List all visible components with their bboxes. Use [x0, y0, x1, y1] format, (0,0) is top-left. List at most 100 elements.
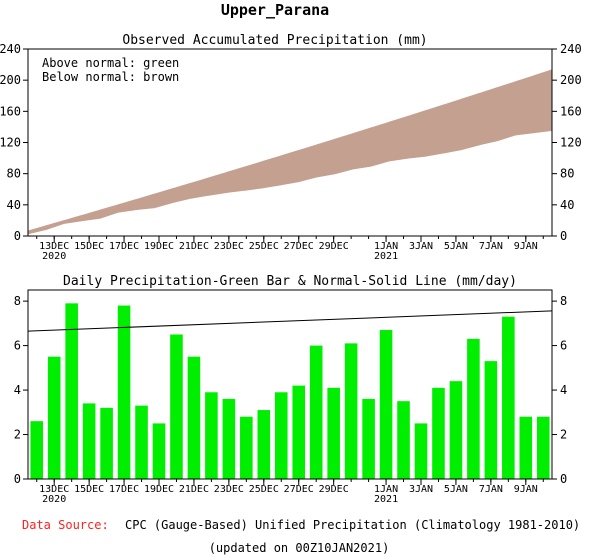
accumulated-band-segment: [63, 214, 83, 224]
daily-xtick-label: 19DEC: [144, 484, 174, 495]
daily-ytick-label-right: 6: [560, 339, 567, 353]
accumulated-ytick-label-left: 0: [14, 229, 21, 243]
daily-xtick-year: 2020: [42, 494, 66, 505]
daily-ytick-label-right: 8: [560, 294, 567, 308]
accumulated-ytick-label-right: 200: [560, 73, 582, 87]
accumulated-band-segment: [461, 92, 481, 151]
accumulated-ytick-label-left: 160: [0, 104, 21, 118]
accumulated-ytick-label-left: 40: [7, 198, 21, 212]
accumulated-xtick-label: 27DEC: [284, 241, 314, 252]
daily-precip-bar: [65, 303, 78, 479]
accumulated-ytick-label-left: 120: [0, 136, 21, 150]
daily-precip-bar: [47, 356, 61, 479]
data-source-label: Data Source:: [22, 518, 109, 532]
accumulated-band-segment: [81, 209, 101, 222]
accumulated-xtick-label: 7JAN: [479, 241, 503, 252]
daily-ytick-label-left: 2: [14, 428, 21, 442]
legend-above-normal: Above normal: green: [42, 56, 179, 70]
daily-xtick-label: 15DEC: [74, 484, 104, 495]
daily-xtick-label: 9JAN: [514, 484, 538, 495]
accumulated-band-segment: [371, 121, 390, 167]
accumulated-band-segment: [407, 110, 426, 159]
accumulated-xtick-label: 29DEC: [319, 241, 349, 252]
daily-precip-bar: [379, 330, 393, 479]
accumulated-plot-frame: [27, 48, 553, 237]
accumulated-ytick-label-left: 200: [0, 73, 21, 87]
accumulated-band-segment: [443, 98, 462, 154]
accumulated-band-segment: [352, 127, 372, 170]
daily-xtick-year: 2021: [374, 494, 398, 505]
accumulated-band-segment: [389, 115, 408, 162]
daily-chart-title: Daily Precipitation-Green Bar & Normal-S…: [63, 274, 517, 289]
daily-precip-bar: [536, 416, 550, 479]
accumulated-band-segment: [334, 132, 354, 175]
daily-precip-bar: [257, 410, 271, 479]
accumulated-band-segment: [425, 104, 444, 157]
daily-ytick-label-left: 6: [14, 339, 21, 353]
daily-precip-bar: [135, 405, 148, 479]
daily-precip-bar: [187, 356, 201, 479]
accumulated-band-segment: [45, 220, 65, 231]
daily-xtick-label: 21DEC: [179, 484, 209, 495]
data-source-text: CPC (Gauge-Based) Unified Precipitation …: [125, 518, 580, 532]
daily-xtick-label: 17DEC: [109, 484, 139, 495]
accumulated-band-segment: [172, 182, 191, 204]
accumulated-xtick-label: 5JAN: [444, 241, 468, 252]
daily-ytick-label-right: 2: [560, 428, 567, 442]
accumulated-ytick-label-right: 0: [560, 229, 567, 243]
daily-ytick-label-left: 4: [14, 383, 21, 397]
accumulated-band-segment: [316, 138, 336, 178]
accumulated-band-segment: [190, 177, 209, 199]
daily-ytick-label-left: 8: [14, 294, 21, 308]
accumulated-ytick-label-right: 240: [560, 42, 582, 56]
accumulated-xtick-label: 13DEC: [39, 241, 69, 252]
daily-precip-bar: [152, 423, 166, 479]
accumulated-band-segment: [497, 81, 517, 142]
accumulated-ytick-label-right: 40: [560, 198, 574, 212]
daily-precip-bar: [432, 387, 445, 479]
daily-xtick-label: 29DEC: [319, 484, 349, 495]
accumulated-band-segment: [226, 166, 246, 193]
figure-title: Upper_Parana: [221, 1, 329, 19]
accumulated-xtick-label: 23DEC: [214, 241, 244, 252]
daily-precip-bar: [327, 387, 340, 479]
daily-precip-bar: [449, 381, 463, 479]
accumulated-band-segment: [27, 225, 47, 235]
accumulated-band-segment: [262, 155, 282, 189]
normal-precip-line: [27, 310, 553, 332]
accumulated-xtick-label: 17DEC: [109, 241, 139, 252]
daily-xtick-label: 13DEC: [39, 484, 69, 495]
daily-precip-bar: [82, 403, 96, 479]
accumulated-band-segment: [208, 171, 228, 196]
accumulated-band-segment: [515, 75, 535, 136]
daily-xtick-label: 27DEC: [284, 484, 314, 495]
accumulated-band-segment: [118, 198, 137, 213]
daily-precip-bar: [519, 416, 533, 479]
daily-xtick-label: 3JAN: [409, 484, 433, 495]
accumulated-band-segment: [533, 69, 553, 134]
daily-ytick-label-right: 0: [560, 472, 567, 486]
daily-precip-bar: [170, 334, 183, 479]
accumulated-ytick-label-right: 120: [560, 136, 582, 150]
accumulated-xtick-label: 3JAN: [409, 241, 433, 252]
accumulated-xtick-label: 25DEC: [249, 241, 279, 252]
daily-xtick-label: 23DEC: [214, 484, 244, 495]
daily-precip-bar: [309, 345, 323, 479]
accumulated-ytick-label-left: 240: [0, 42, 21, 56]
accumulated-ytick-label-right: 160: [560, 104, 582, 118]
accumulated-precipitation-chart: Observed Accumulated Precipitation (mm) …: [0, 33, 582, 262]
accumulated-xtick-year: 2020: [42, 251, 66, 262]
daily-precip-bar: [30, 421, 44, 479]
daily-precip-bar: [397, 401, 410, 479]
accumulated-ytick-label-left: 80: [7, 167, 21, 181]
daily-precip-bar: [292, 385, 306, 479]
daily-precip-bar: [240, 416, 253, 479]
accumulated-xtick-label: 9JAN: [514, 241, 538, 252]
daily-xtick-label: 7JAN: [479, 484, 503, 495]
daily-precip-bar: [100, 407, 113, 479]
daily-precip-bar: [117, 305, 131, 479]
daily-plot-frame: [27, 289, 553, 480]
daily-ytick-label-right: 4: [560, 383, 567, 397]
accumulated-band-segment: [154, 188, 173, 209]
